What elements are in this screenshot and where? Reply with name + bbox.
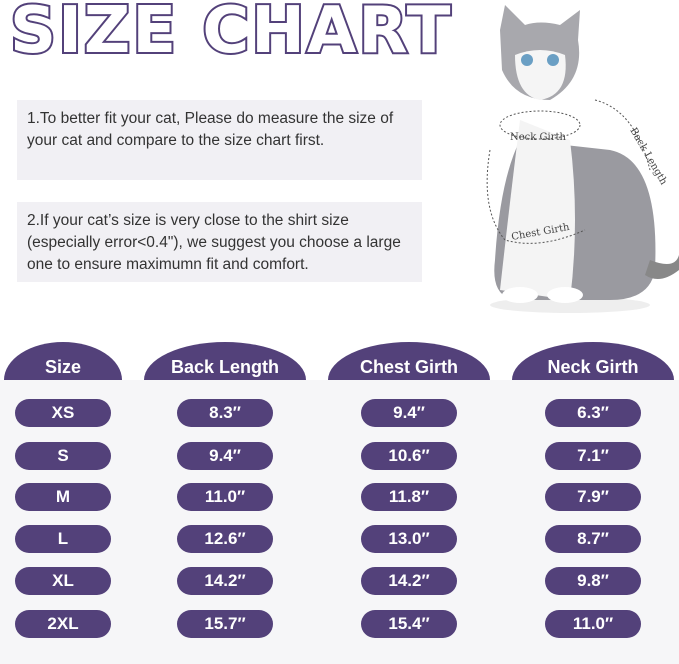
cell-size: L [15,525,111,553]
cell-size: XL [15,567,111,595]
cell-chest-girth: 13.0″ [361,525,457,553]
cell-back-length: 9.4″ [177,442,273,470]
cell-neck-girth: 9.8″ [545,567,641,595]
header-neck-girth: Neck Girth [512,342,674,380]
cell-size: XS [15,399,111,427]
header-back-length: Back Length [144,342,306,380]
cell-chest-girth: 10.6″ [361,442,457,470]
title: SIZE CHART [8,0,453,70]
cell-neck-girth: 7.9″ [545,483,641,511]
header-size: Size [4,342,122,380]
cell-chest-girth: 14.2″ [361,567,457,595]
header-chest-girth: Chest Girth [328,342,490,380]
cell-neck-girth: 8.7″ [545,525,641,553]
cell-back-length: 15.7″ [177,610,273,638]
cell-chest-girth: 11.8″ [361,483,457,511]
cell-back-length: 12.6″ [177,525,273,553]
cell-back-length: 11.0″ [177,483,273,511]
note-2: 2.If your cat’s size is very close to th… [17,202,422,282]
cell-size: 2XL [15,610,111,638]
cell-back-length: 8.3″ [177,399,273,427]
cell-size: S [15,442,111,470]
cell-size: M [15,483,111,511]
note-1: 1.To better fit your cat, Please do meas… [17,100,422,180]
cat-measurement-illustration: Neck Girth Chest Girth Back Length [486,5,679,313]
cell-chest-girth: 15.4″ [361,610,457,638]
cell-neck-girth: 6.3″ [545,399,641,427]
cell-neck-girth: 11.0″ [545,610,641,638]
neck-girth-label: Neck Girth [510,132,566,143]
cell-chest-girth: 9.4″ [361,399,457,427]
cell-neck-girth: 7.1″ [545,442,641,470]
cell-back-length: 14.2″ [177,567,273,595]
